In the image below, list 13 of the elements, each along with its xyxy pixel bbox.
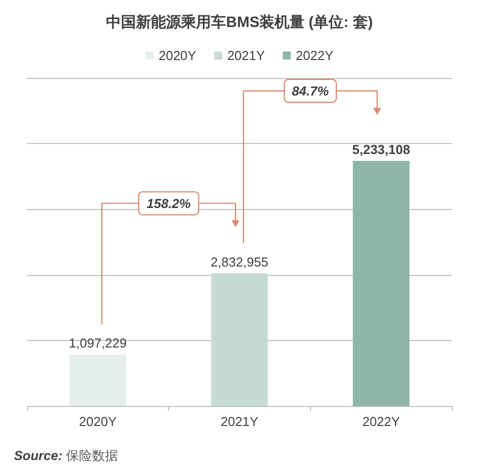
annotation: 158.2% [146, 196, 192, 211]
chart-title: 中国新能源乘用车BMS装机量 (单位: 套) [106, 13, 373, 31]
x-tick-label: 2020Y [79, 414, 117, 429]
data-label: 2,832,955 [210, 254, 268, 270]
x-tick-label: 2022Y [362, 414, 400, 429]
source-note: Source: 保险数据 [14, 448, 118, 463]
x-tick-label: 2021Y [220, 414, 259, 429]
legend-label: 2022Y [296, 48, 334, 63]
data-label: 1,097,229 [68, 336, 127, 351]
data-label: 5,233,108 [352, 142, 410, 157]
text: 84.7% [292, 83, 330, 98]
legend-label: 2020Y [158, 48, 197, 63]
legend-label: 2021Y [227, 48, 266, 63]
